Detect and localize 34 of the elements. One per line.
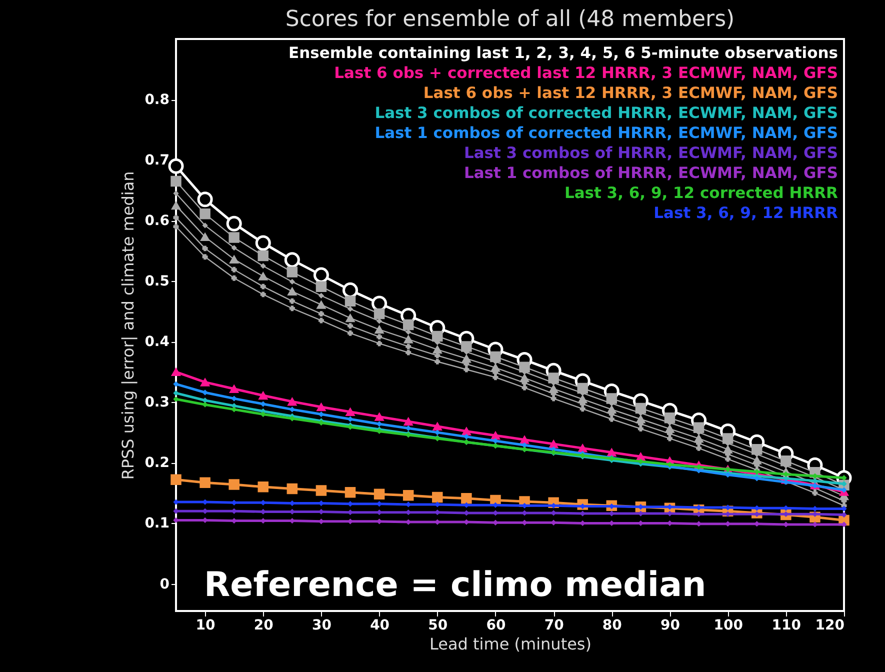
x-tick-label: 60 xyxy=(486,618,506,634)
annotation: Reference = climo median xyxy=(204,565,706,605)
x-tick-label: 40 xyxy=(370,618,390,634)
text: Last 1 combos of corrected HRRR, ECMWF, NAM, GFS xyxy=(374,124,838,142)
y-tick-label: 0.7 xyxy=(144,152,170,169)
y-tick-label: 0 xyxy=(160,576,170,592)
x-tick-label: 100 xyxy=(714,618,744,634)
text: Last 3 combos of corrected HRRR, ECWMF, NAM, GFS xyxy=(374,104,838,122)
text: Last 1 combos of HRRR, ECWMF, NAM, GFS xyxy=(464,164,838,182)
x-tick-label: 120 xyxy=(815,618,845,634)
x-axis-title: Lead time (minutes) xyxy=(429,634,592,654)
y-tick-label: 0.6 xyxy=(144,213,170,230)
text: Last 6 obs + last 12 HRRR, 3 ECMWF, NAM, GFS xyxy=(423,84,838,102)
x-tick-label: 20 xyxy=(254,618,274,634)
y-tick-label: 0.5 xyxy=(144,274,170,290)
y-tick-label: 0.2 xyxy=(144,455,170,472)
chart-title: Scores for ensemble of all (48 members) xyxy=(285,7,735,32)
x-tick-label: 110 xyxy=(772,618,802,634)
x-tick-label: 50 xyxy=(428,618,448,634)
text: Last 3, 6, 9, 12 HRRR xyxy=(654,204,838,222)
text: Ensemble containing last 1, 2, 3, 4, 5, 6 5-minute observations xyxy=(288,44,838,62)
y-tick-label: 0.1 xyxy=(144,516,170,532)
text: Last 3, 6, 9, 12 corrected HRRR xyxy=(564,184,838,202)
x-tick-label: 90 xyxy=(660,618,680,634)
text: Last 3 combos of HRRR, ECWMF, NAM, GFS xyxy=(464,144,838,162)
x-tick-label: 70 xyxy=(544,618,564,634)
text: Last 6 obs + corrected last 12 HRRR, 3 ECMWF, NAM, GFS xyxy=(334,64,838,82)
x-tick-label: 30 xyxy=(312,618,332,634)
y-axis-title: RPSS using |error| and climate median xyxy=(118,171,138,480)
x-tick-label: 80 xyxy=(602,618,622,634)
y-tick-label: 0.4 xyxy=(144,334,170,350)
y-tick-label: 0.8 xyxy=(144,92,170,108)
y-tick-label: 0.3 xyxy=(144,394,170,411)
x-tick-label: 10 xyxy=(196,618,216,634)
